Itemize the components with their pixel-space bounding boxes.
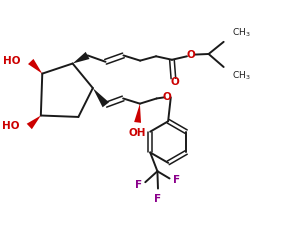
Text: CH$_3$: CH$_3$ <box>232 27 251 39</box>
Text: F: F <box>135 179 142 189</box>
Text: F: F <box>154 194 161 204</box>
Text: O: O <box>163 92 172 102</box>
Polygon shape <box>27 116 41 129</box>
Polygon shape <box>73 52 89 64</box>
Text: HO: HO <box>3 57 21 67</box>
Text: HO: HO <box>2 122 19 131</box>
Text: CH$_3$: CH$_3$ <box>232 70 251 82</box>
Text: O: O <box>170 77 179 87</box>
Polygon shape <box>28 59 42 74</box>
Polygon shape <box>93 88 109 107</box>
Polygon shape <box>134 104 141 123</box>
Text: F: F <box>173 175 180 185</box>
Text: O: O <box>187 50 195 60</box>
Text: OH: OH <box>129 128 146 138</box>
